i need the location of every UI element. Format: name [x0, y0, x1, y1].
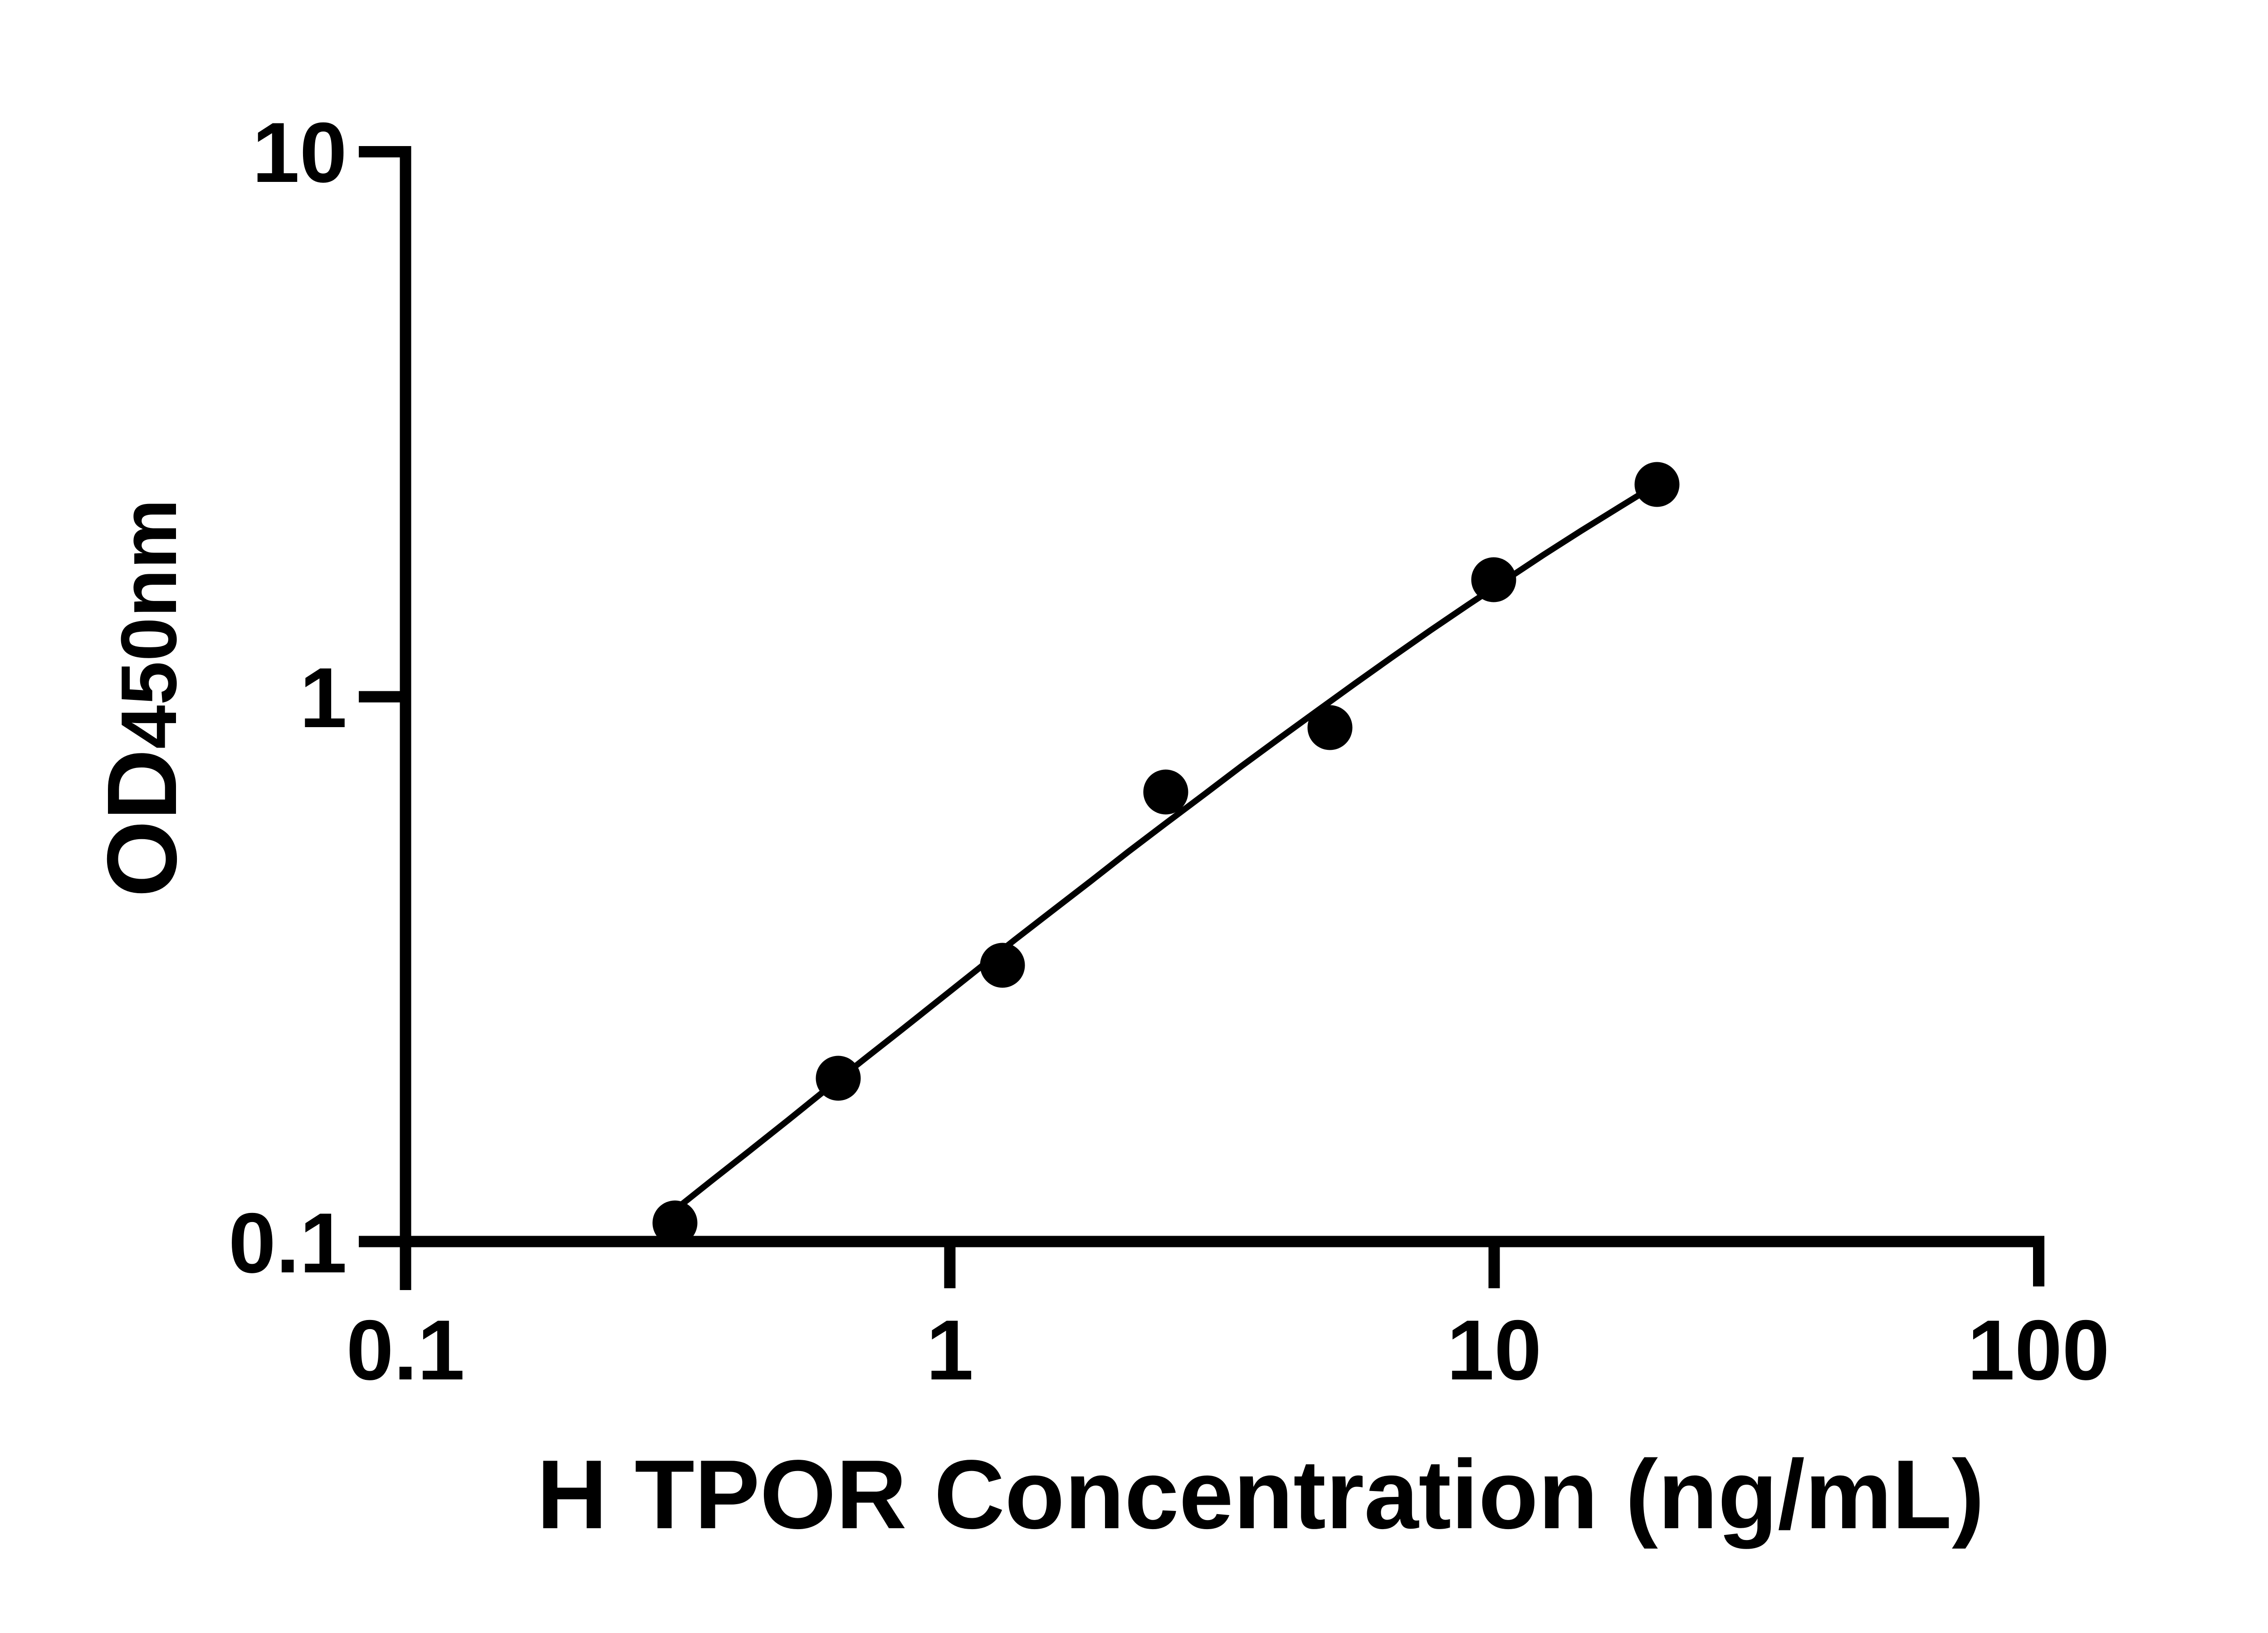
svg-text:1: 1	[299, 650, 347, 745]
svg-text:OD450nm: OD450nm	[87, 499, 197, 897]
svg-text:1: 1	[926, 1302, 974, 1398]
svg-text:H TPOR Concentration (ng/mL): H TPOR Concentration (ng/mL)	[537, 1439, 1984, 1549]
svg-text:0.1: 0.1	[229, 1195, 347, 1291]
svg-text:100: 100	[1967, 1302, 2110, 1398]
svg-text:10: 10	[252, 105, 347, 200]
svg-text:0.1: 0.1	[346, 1302, 464, 1398]
svg-text:10: 10	[1447, 1302, 1541, 1398]
